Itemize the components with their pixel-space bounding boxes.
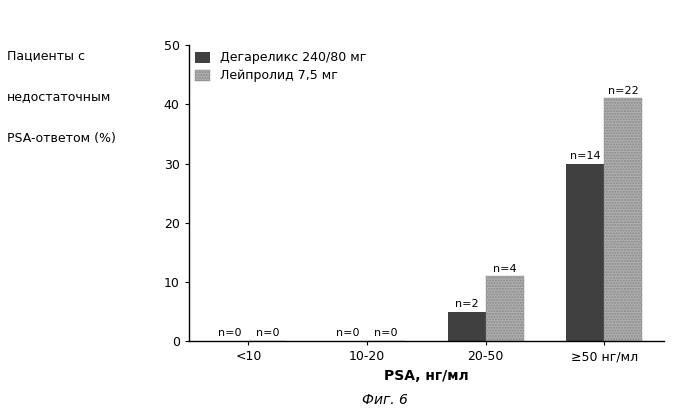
Text: PSA-ответом (%): PSA-ответом (%) [7,132,116,145]
Text: n=0: n=0 [256,328,279,338]
Bar [605,99,642,341]
Text: n=14: n=14 [570,151,600,161]
Bar [566,164,605,341]
Text: n=4: n=4 [493,264,517,274]
X-axis label: PSA, нг/мл: PSA, нг/мл [384,369,469,383]
Text: недостаточным: недостаточным [7,90,111,104]
Text: n=0: n=0 [374,328,398,338]
Text: n=0: n=0 [336,328,360,338]
Bar [486,276,524,341]
Text: n=2: n=2 [455,299,479,309]
Text: Фиг. 6: Фиг. 6 [361,393,408,407]
Text: Пациенты с: Пациенты с [7,49,85,62]
Legend: Дегареликс 240/80 мг, Лейпролид 7,5 мг: Дегареликс 240/80 мг, Лейпролид 7,5 мг [195,51,366,83]
Text: n=22: n=22 [608,86,639,96]
Text: n=0: n=0 [217,328,241,338]
Bar [448,312,486,341]
